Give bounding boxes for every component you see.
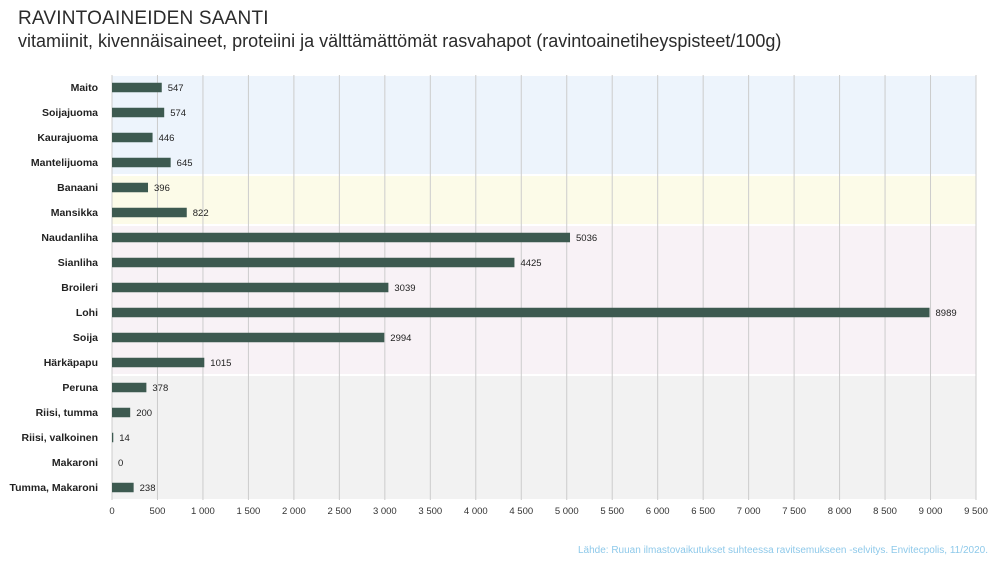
group-band-3	[112, 376, 976, 499]
value-label: 547	[168, 83, 184, 94]
category-label: Naudanliha	[41, 232, 98, 244]
value-label: 396	[154, 183, 170, 194]
x-tick-label: 5 000	[555, 506, 579, 517]
bar	[112, 382, 147, 393]
x-tick-label: 6 500	[691, 506, 715, 517]
x-tick-label: 7 500	[782, 506, 806, 517]
value-label: 200	[136, 408, 152, 419]
x-tick-label: 4 500	[509, 506, 533, 517]
x-tick-label: 7 000	[737, 506, 761, 517]
bar	[112, 282, 389, 293]
bar	[112, 332, 385, 343]
value-label: 238	[140, 483, 156, 494]
value-label: 4425	[520, 258, 541, 269]
value-label: 574	[170, 108, 186, 119]
group-band-0	[112, 76, 976, 174]
value-label: 3039	[394, 283, 415, 294]
category-label: Härkäpapu	[44, 357, 98, 369]
x-tick-label: 3 000	[373, 506, 397, 517]
value-label: 822	[193, 208, 209, 219]
category-label: Tumma, Makaroni	[10, 482, 99, 494]
bar	[112, 132, 153, 143]
category-label: Mantelijuoma	[31, 157, 98, 169]
category-label: Soijajuoma	[42, 107, 98, 119]
x-tick-label: 4 000	[464, 506, 488, 517]
x-tick-label: 0	[109, 506, 114, 517]
category-label: Broileri	[61, 282, 98, 294]
category-label: Riisi, tumma	[36, 407, 99, 419]
value-label: 2994	[390, 333, 411, 344]
value-label: 446	[159, 133, 175, 144]
category-label: Soija	[73, 332, 98, 344]
chart-subtitle: vitamiinit, kivennäisaineet, proteiini j…	[18, 31, 782, 51]
bar	[112, 207, 187, 218]
source-note: Lähde: Ruuan ilmastovaikutukset suhteess…	[577, 545, 988, 556]
bar	[112, 82, 162, 93]
x-tick-label: 3 500	[418, 506, 442, 517]
bar	[112, 232, 571, 243]
category-label: Lohi	[76, 307, 98, 319]
x-tick-label: 8 500	[873, 506, 897, 517]
category-label: Mansikka	[51, 207, 98, 219]
x-tick-label: 8 000	[828, 506, 852, 517]
value-label: 14	[119, 433, 130, 444]
chart-title: RAVINTOAINEIDEN SAANTI	[18, 8, 269, 29]
value-label: 1015	[210, 358, 231, 369]
category-label: Maito	[71, 82, 98, 94]
bar	[112, 357, 205, 368]
category-label: Kaurajuoma	[37, 132, 98, 144]
bar	[112, 407, 131, 418]
value-label: 0	[118, 458, 123, 469]
x-tick-label: 6 000	[646, 506, 670, 517]
category-label: Banaani	[57, 182, 98, 194]
bar	[112, 432, 114, 443]
x-tick-label: 2 000	[282, 506, 306, 517]
x-tick-label: 9 000	[919, 506, 943, 517]
value-label: 645	[177, 158, 193, 169]
bar	[112, 107, 165, 118]
x-tick-label: 2 500	[327, 506, 351, 517]
bar	[112, 157, 171, 168]
x-tick-label: 1 500	[237, 506, 261, 517]
group-band-1	[112, 176, 976, 224]
value-label: 8989	[936, 308, 957, 319]
x-tick-label: 1 000	[191, 506, 215, 517]
value-label: 5036	[576, 233, 597, 244]
x-tick-label: 9 500	[964, 506, 988, 517]
bar	[112, 307, 930, 318]
category-label: Makaroni	[52, 457, 98, 469]
x-tick-label: 5 500	[600, 506, 624, 517]
bar	[112, 257, 515, 268]
bar	[112, 182, 149, 193]
value-label: 378	[152, 383, 168, 394]
x-tick-label: 500	[150, 506, 166, 517]
category-label: Peruna	[62, 382, 98, 394]
category-label: Sianliha	[58, 257, 98, 269]
group-band-2	[112, 226, 976, 374]
category-label: Riisi, valkoinen	[22, 432, 98, 444]
bar	[112, 482, 134, 493]
